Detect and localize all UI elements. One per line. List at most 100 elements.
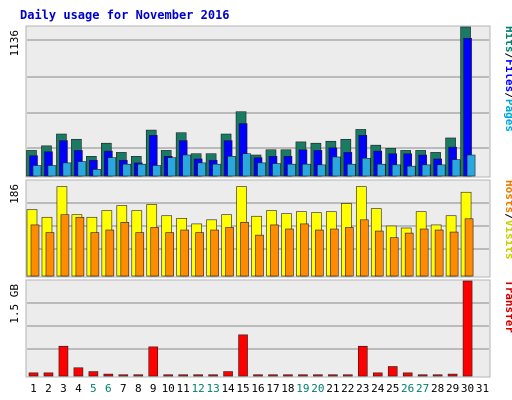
hosts-bar (60, 214, 70, 277)
transfer-bar (313, 374, 323, 377)
pages-bar (317, 164, 326, 177)
hosts-bar (464, 218, 474, 277)
transfer-bar (43, 372, 54, 377)
pages-bar (182, 154, 191, 177)
legend-transfer: Transfer (503, 280, 512, 333)
hosts-bar (150, 227, 160, 277)
pages-bar (421, 164, 431, 177)
x-tick-label-day: 10 (162, 382, 175, 395)
hosts-bar (45, 232, 55, 277)
hosts-bar (315, 229, 324, 277)
transfer-bar (387, 366, 398, 377)
transfer-bar (193, 374, 203, 377)
x-tick-label-day: 11 (177, 382, 190, 395)
hosts-bar (165, 232, 175, 277)
x-tick-label-day: 27 (416, 382, 429, 395)
x-tick-label-day: 20 (311, 382, 324, 395)
hosts-bar (105, 229, 115, 277)
panel-3-frame (25, 279, 491, 378)
x-tick-label-day: 13 (206, 382, 219, 395)
hosts-bar (434, 229, 444, 277)
transfer-bar (417, 374, 428, 377)
panel-3-legend: Transfer (503, 280, 512, 333)
x-tick-label-day: 14 (221, 382, 235, 395)
hosts-bar (195, 232, 204, 277)
x-tick-label-day: 7 (120, 382, 127, 395)
pages-bar (332, 156, 341, 177)
x-tick-label-day: 12 (192, 382, 205, 395)
pages-bar (47, 165, 57, 177)
pages-bar (62, 162, 72, 177)
legend-hosts: Hosts (503, 180, 512, 213)
legend-files: Files (503, 59, 512, 92)
hosts-bar (255, 234, 264, 277)
transfer-bar (238, 334, 248, 377)
transfer-bar (73, 367, 84, 377)
pages-bar (227, 156, 236, 177)
x-tick-label-day: 5 (90, 382, 97, 395)
x-tick-label-day: 4 (75, 382, 82, 395)
pages-bar (167, 157, 177, 177)
transfer-bar (178, 374, 188, 377)
pages-bar (32, 165, 42, 177)
pages-bar (257, 162, 266, 177)
pages-bar (347, 163, 356, 177)
pages-bar (391, 164, 401, 177)
pages-bar (376, 163, 386, 177)
transfer-bar (402, 372, 413, 377)
transfer-bar (208, 374, 218, 377)
legend-separator: / (503, 92, 512, 99)
pages-bar (212, 163, 221, 177)
transfer-bar (462, 280, 473, 377)
hosts-bar (345, 227, 354, 277)
hosts-bar (75, 216, 85, 277)
pages-bar (107, 157, 117, 177)
hosts-bar (180, 229, 189, 277)
panel-1-max-label: 1136 (8, 30, 21, 57)
transfer-bar (447, 373, 458, 377)
hosts-bar (449, 231, 459, 277)
x-tick-label-day: 25 (386, 382, 399, 395)
pages-bar (302, 163, 311, 177)
x-tick-label-day: 22 (341, 382, 354, 395)
pages-bar (361, 157, 371, 177)
pages-bar (451, 159, 461, 177)
transfer-bar (133, 374, 144, 377)
hosts-bar (225, 227, 234, 277)
legend-separator: / (503, 213, 512, 220)
hosts-bar (359, 219, 369, 277)
pages-bar (122, 163, 132, 177)
transfer-bar (253, 374, 263, 377)
transfer-bar (163, 374, 174, 377)
transfer-bar (28, 372, 39, 377)
panel-2-legend: Hosts/Visits (503, 180, 512, 260)
hosts-bar (404, 232, 414, 277)
x-tick-label-day: 2 (45, 382, 52, 395)
x-tick-label-day: 18 (281, 382, 294, 395)
pages-bar (242, 153, 251, 177)
legend-hits: Hits (503, 26, 512, 53)
transfer-bar (432, 374, 443, 377)
pages-bar (287, 163, 296, 177)
transfer-bar (118, 374, 129, 377)
hosts-bar (90, 232, 100, 277)
legend-pages: Pages (503, 99, 512, 132)
pages-bar (272, 163, 281, 177)
hosts-bar (374, 230, 384, 277)
hosts-bar (270, 224, 279, 277)
transfer-bar (268, 374, 278, 377)
x-tick-label-day: 3 (60, 382, 67, 395)
hosts-bar (419, 228, 429, 277)
transfer-bar (298, 374, 308, 377)
x-tick-label-day: 30 (461, 382, 474, 395)
x-tick-label-day: 15 (236, 382, 249, 395)
panel-3-max-label: 1.5 GB (8, 284, 21, 324)
x-tick-label-day: 16 (251, 382, 264, 395)
transfer-bar (103, 373, 114, 377)
hosts-bar (389, 237, 399, 277)
pages-bar (152, 165, 162, 177)
chart-title: Daily usage for November 2016 (20, 8, 230, 22)
panel-2-max-label: 186 (8, 184, 21, 204)
panel-1-legend: Hits/Files/Pages (503, 26, 512, 132)
